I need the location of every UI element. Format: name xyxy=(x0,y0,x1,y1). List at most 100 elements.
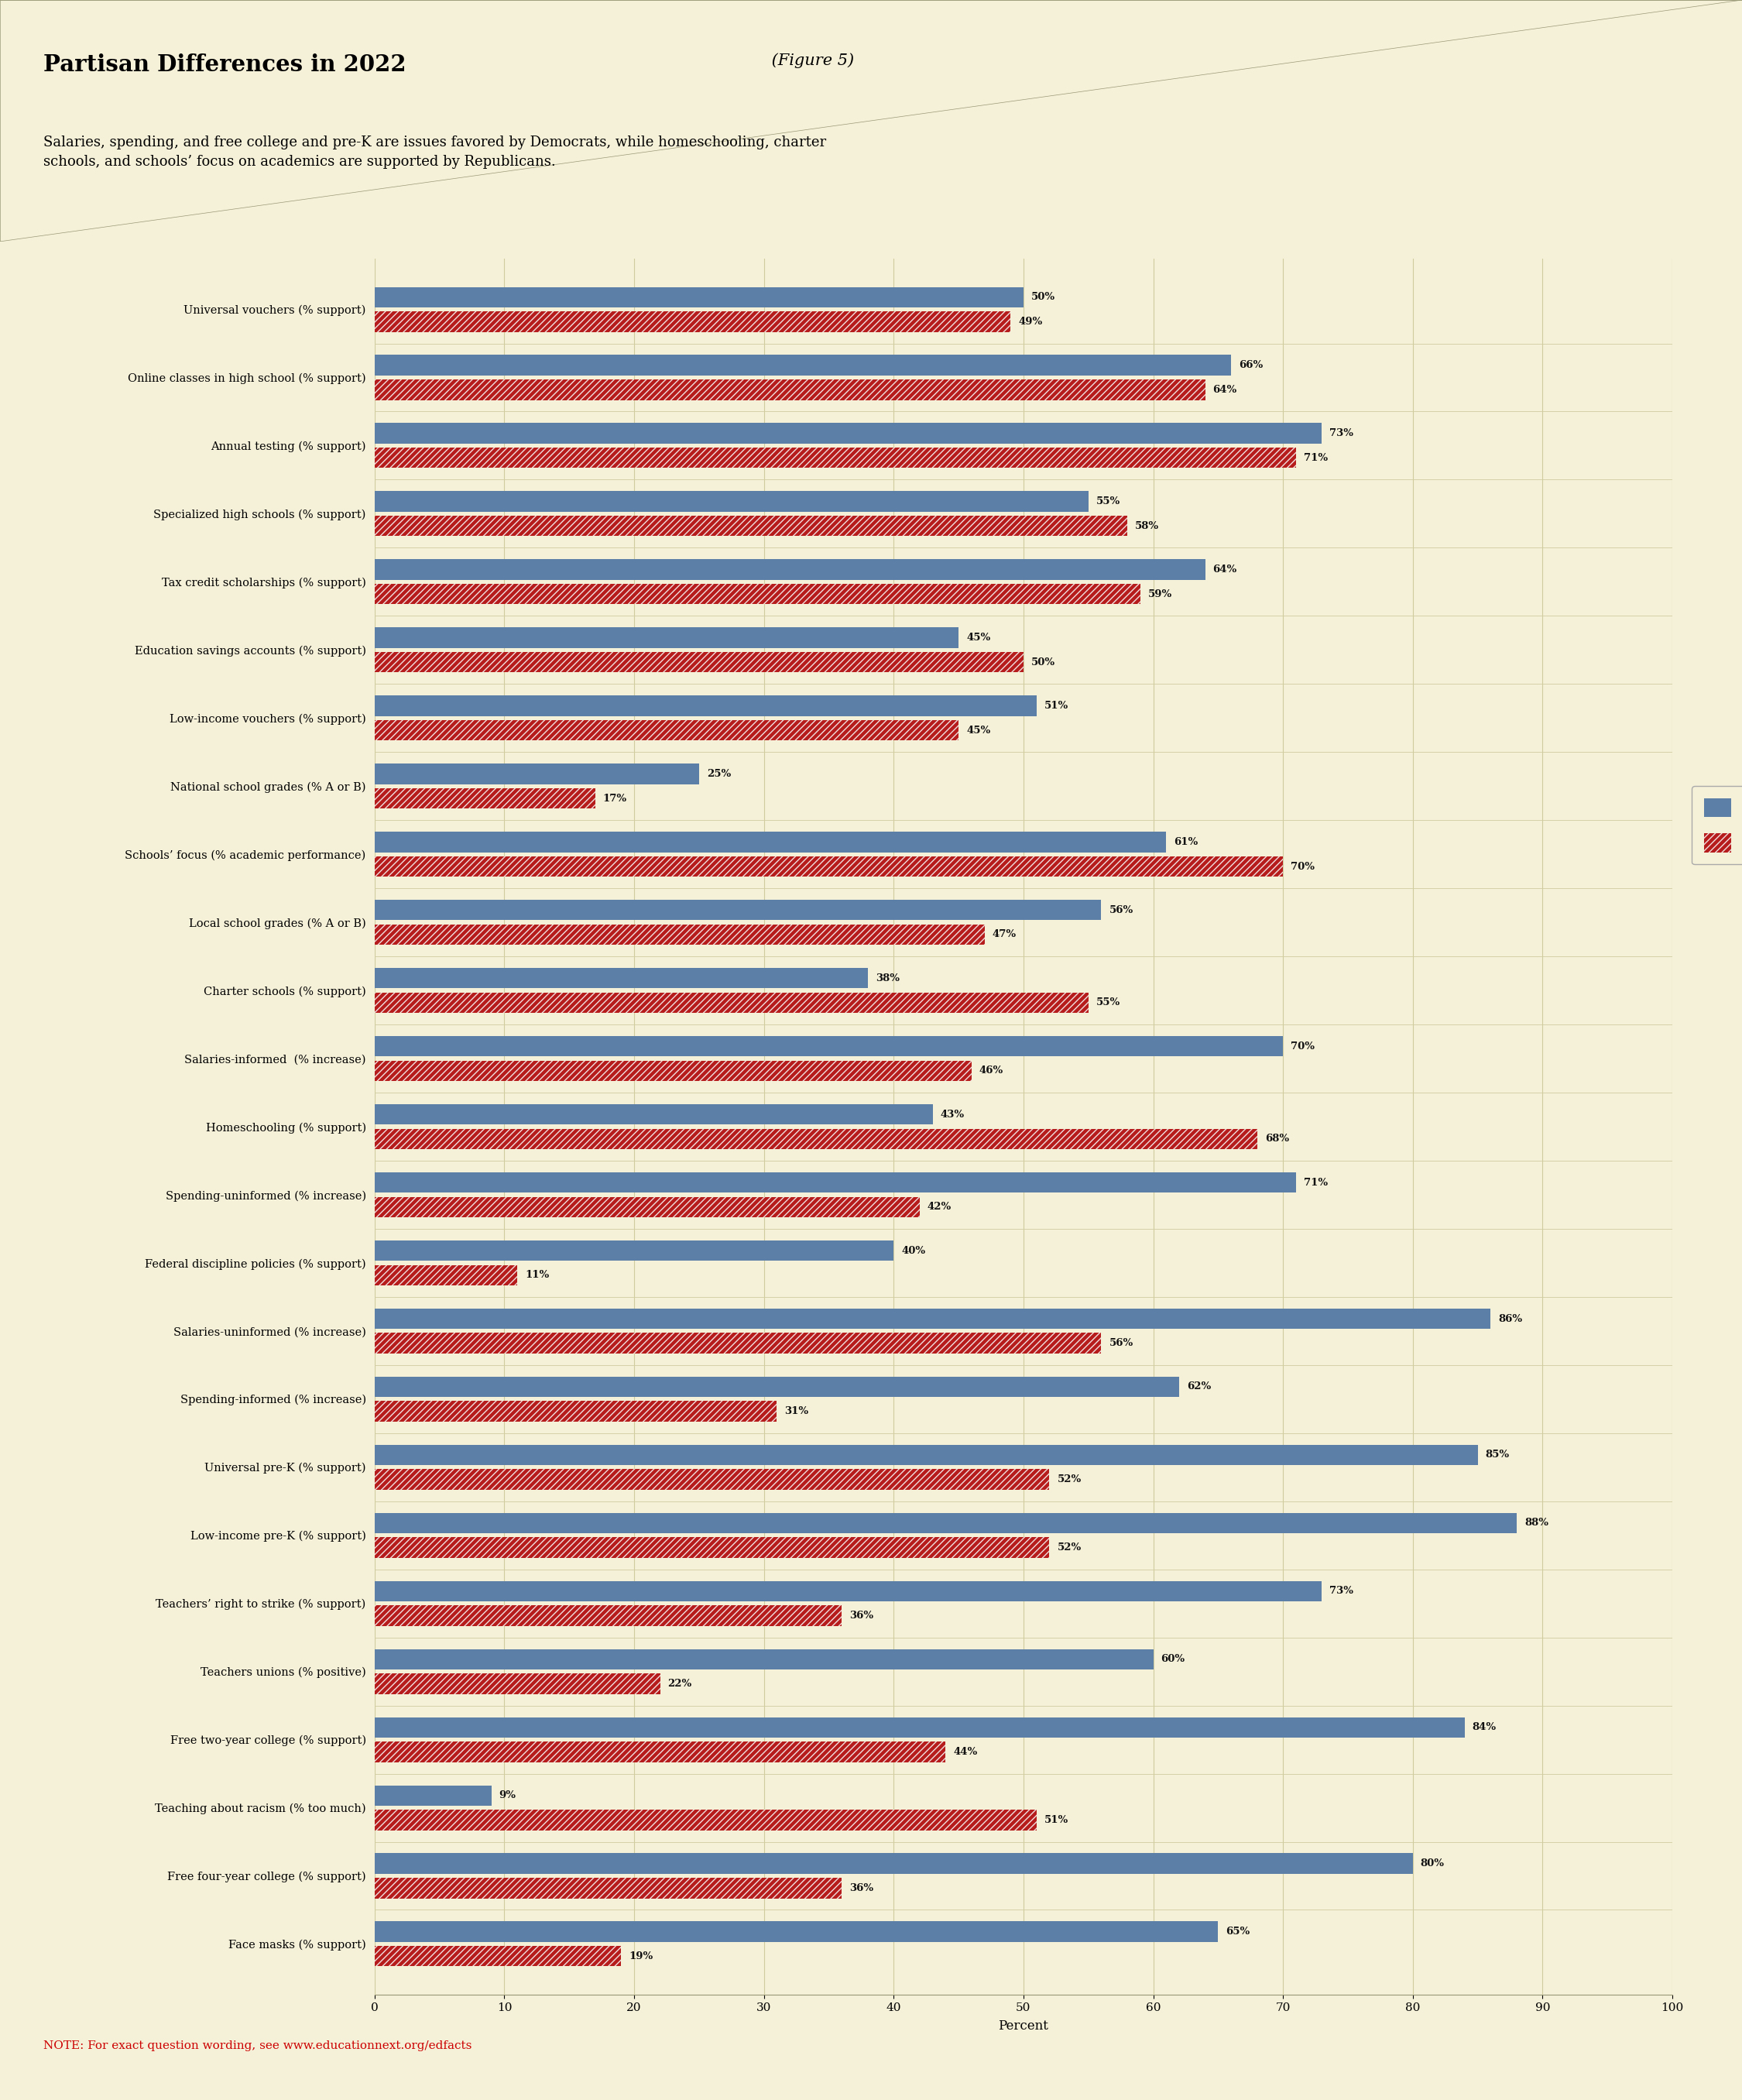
Bar xyxy=(375,968,868,989)
Text: 86%: 86% xyxy=(1498,1315,1523,1323)
Bar xyxy=(375,1512,1517,1533)
Text: 73%: 73% xyxy=(1329,428,1354,439)
Text: 60%: 60% xyxy=(1160,1655,1185,1665)
Text: 22%: 22% xyxy=(667,1678,692,1688)
Bar xyxy=(375,517,1127,536)
Text: 49%: 49% xyxy=(1019,317,1042,328)
Text: 40%: 40% xyxy=(901,1245,925,1256)
Bar xyxy=(375,584,1141,605)
Text: 45%: 45% xyxy=(967,724,991,735)
Bar xyxy=(375,1470,1049,1489)
Text: 61%: 61% xyxy=(1174,838,1198,846)
Text: 68%: 68% xyxy=(1265,1134,1289,1144)
Text: 38%: 38% xyxy=(876,972,899,983)
Bar xyxy=(375,1241,894,1260)
Bar xyxy=(375,1581,1322,1602)
Text: 44%: 44% xyxy=(953,1747,977,1758)
Text: 56%: 56% xyxy=(1110,905,1134,916)
Text: 11%: 11% xyxy=(524,1270,549,1281)
Bar xyxy=(375,924,984,945)
Text: 36%: 36% xyxy=(850,1611,874,1621)
Bar xyxy=(375,1741,946,1762)
Text: 19%: 19% xyxy=(629,1951,653,1961)
Bar xyxy=(375,422,1322,443)
Bar xyxy=(375,788,596,809)
Text: 55%: 55% xyxy=(1096,496,1120,506)
Text: 59%: 59% xyxy=(1148,588,1172,598)
Text: 71%: 71% xyxy=(1303,454,1327,462)
Bar xyxy=(375,993,1089,1012)
Bar xyxy=(375,447,1296,468)
Text: 51%: 51% xyxy=(1043,1814,1068,1825)
Bar xyxy=(375,1922,1218,1942)
Bar xyxy=(375,355,1232,376)
Text: 73%: 73% xyxy=(1329,1586,1354,1596)
Text: 64%: 64% xyxy=(1212,384,1237,395)
Text: 47%: 47% xyxy=(993,930,1016,939)
Text: 43%: 43% xyxy=(941,1109,965,1119)
Bar xyxy=(375,1674,660,1695)
Text: 80%: 80% xyxy=(1420,1858,1444,1869)
Text: 64%: 64% xyxy=(1212,565,1237,575)
Bar xyxy=(375,1648,1153,1670)
Text: 25%: 25% xyxy=(707,769,732,779)
Bar xyxy=(375,1264,517,1285)
Bar xyxy=(375,1401,777,1422)
Bar xyxy=(375,1718,1465,1737)
Bar xyxy=(375,559,1205,580)
Text: NOTE: For exact question wording, see www.educationnext.org/edfacts: NOTE: For exact question wording, see ww… xyxy=(44,2041,472,2052)
Text: 50%: 50% xyxy=(1031,657,1056,668)
Text: 62%: 62% xyxy=(1186,1382,1211,1392)
Bar xyxy=(375,491,1089,512)
Text: Partisan Differences in 2022: Partisan Differences in 2022 xyxy=(44,52,406,76)
Bar xyxy=(375,651,1024,672)
Text: 51%: 51% xyxy=(1043,701,1068,710)
Bar xyxy=(375,1035,1282,1056)
Text: 36%: 36% xyxy=(850,1884,874,1892)
Bar xyxy=(375,1604,841,1625)
Bar xyxy=(375,1334,1101,1352)
Bar xyxy=(375,628,958,649)
Bar xyxy=(375,1060,972,1082)
Text: 56%: 56% xyxy=(1110,1338,1134,1348)
Bar xyxy=(375,901,1101,920)
Text: 45%: 45% xyxy=(967,632,991,643)
Bar xyxy=(375,1378,1179,1397)
Text: 70%: 70% xyxy=(1291,861,1315,871)
Bar xyxy=(375,1445,1477,1466)
Bar xyxy=(375,1785,491,1806)
Bar xyxy=(375,1947,622,1966)
Bar xyxy=(375,1877,841,1898)
Bar xyxy=(375,1105,932,1126)
Bar xyxy=(375,1308,1491,1329)
Bar xyxy=(375,288,1024,307)
Bar xyxy=(375,1537,1049,1558)
Text: 71%: 71% xyxy=(1303,1178,1327,1186)
Text: 50%: 50% xyxy=(1031,292,1056,302)
Text: 85%: 85% xyxy=(1486,1449,1510,1459)
Bar xyxy=(375,1172,1296,1193)
Text: 84%: 84% xyxy=(1472,1722,1496,1732)
Text: 52%: 52% xyxy=(1057,1474,1082,1485)
Text: 65%: 65% xyxy=(1226,1926,1251,1936)
Bar xyxy=(375,857,1282,876)
Text: Salaries, spending, and free college and pre-K are issues favored by Democrats, : Salaries, spending, and free college and… xyxy=(44,134,826,170)
Text: 52%: 52% xyxy=(1057,1544,1082,1552)
Bar xyxy=(375,720,958,741)
Text: 46%: 46% xyxy=(979,1067,1003,1075)
Text: 70%: 70% xyxy=(1291,1042,1315,1052)
Bar xyxy=(375,1854,1413,1873)
Text: 17%: 17% xyxy=(603,794,627,804)
Bar xyxy=(375,1810,1036,1831)
Bar xyxy=(375,832,1165,853)
Bar xyxy=(375,695,1036,716)
Legend: Democrats, Republicans: Democrats, Republicans xyxy=(1691,785,1742,865)
Bar xyxy=(375,380,1205,399)
Text: 58%: 58% xyxy=(1136,521,1158,531)
Text: 9%: 9% xyxy=(500,1791,516,1800)
Text: 42%: 42% xyxy=(927,1201,951,1212)
Bar xyxy=(375,764,699,783)
Text: 66%: 66% xyxy=(1239,361,1263,370)
Text: 31%: 31% xyxy=(784,1407,808,1415)
X-axis label: Percent: Percent xyxy=(998,2020,1049,2033)
